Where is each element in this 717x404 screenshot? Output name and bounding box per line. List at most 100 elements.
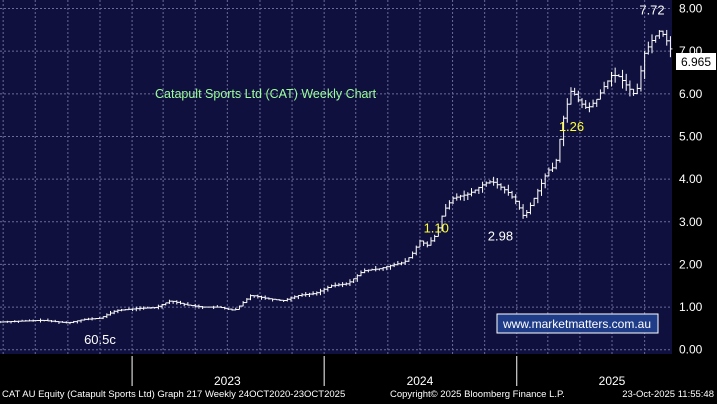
price-bar <box>5 320 10 323</box>
price-bar <box>546 167 551 177</box>
price-bar <box>631 88 636 96</box>
plot-area <box>0 0 672 354</box>
price-bar <box>160 303 165 309</box>
price-bar <box>71 320 76 324</box>
price-bar <box>126 307 131 311</box>
price-bar <box>373 266 378 272</box>
price-bar <box>211 305 216 310</box>
price-bar <box>602 81 607 94</box>
price-bar <box>587 102 592 113</box>
price-annotation: 60.5c <box>84 332 116 347</box>
footer-security-info: CAT AU Equity (Catapult Sports Ltd) Grap… <box>2 389 346 400</box>
price-bar <box>502 186 507 194</box>
price-bar <box>108 310 113 316</box>
y-tick-label: 5.00 <box>679 129 703 143</box>
price-bar <box>259 295 264 300</box>
price-bar <box>277 299 282 302</box>
y-tick-label: 8.00 <box>679 2 703 16</box>
price-bar <box>664 29 669 46</box>
price-bar <box>351 278 356 283</box>
price-bar <box>79 319 84 323</box>
price-bar <box>572 87 577 96</box>
price-bar <box>399 261 404 266</box>
price-bar <box>171 300 176 304</box>
year-separators <box>131 356 518 386</box>
price-bar <box>414 245 419 256</box>
price-bar <box>355 274 360 282</box>
watermark[interactable]: www.marketmatters.com.au <box>496 313 659 334</box>
price-bar <box>436 226 441 237</box>
price-bar <box>594 98 599 107</box>
price-bar <box>510 190 515 199</box>
price-bar <box>174 300 179 305</box>
price-bar <box>432 234 437 242</box>
price-bar <box>381 267 386 271</box>
last-price-label: 6.965 <box>681 55 711 69</box>
price-bar <box>244 298 249 304</box>
price-bar <box>270 298 275 302</box>
price-bar <box>661 30 666 37</box>
price-bar <box>53 319 58 323</box>
price-bar <box>42 319 47 322</box>
price-bar <box>226 307 231 310</box>
price-bar <box>340 282 345 288</box>
price-bar <box>410 251 415 259</box>
price-bar <box>196 304 201 309</box>
y-tick-label: 6.00 <box>679 87 703 101</box>
price-bar <box>627 80 632 97</box>
weekly-price-chart: 0.001.002.003.004.005.006.007.008.00 202… <box>0 0 716 386</box>
price-bar <box>605 80 610 90</box>
price-bar <box>568 87 573 105</box>
price-bar <box>539 179 544 196</box>
x-tick-label: 2023 <box>214 374 241 386</box>
price-bar <box>266 297 271 300</box>
price-bar <box>498 183 503 191</box>
price-bar <box>528 202 533 215</box>
price-bar <box>149 307 154 309</box>
y-tick-label: 1.00 <box>679 300 703 314</box>
price-bar <box>9 321 14 324</box>
price-bar <box>440 215 445 232</box>
price-bar <box>49 320 54 323</box>
price-bar <box>263 295 268 300</box>
price-bar <box>34 320 39 322</box>
price-bar <box>336 282 341 287</box>
watermark-link[interactable]: www.marketmatters.com.au <box>502 317 651 331</box>
price-annotation: 1.10 <box>424 221 449 236</box>
price-bar <box>141 306 146 310</box>
price-bar <box>347 279 352 286</box>
price-bar <box>428 237 433 246</box>
price-bar <box>292 295 297 300</box>
price-bar <box>395 260 400 266</box>
price-bar <box>167 299 172 304</box>
price-bar <box>565 98 570 123</box>
price-bar <box>123 309 128 311</box>
price-bar <box>358 270 363 277</box>
price-bar <box>156 304 161 310</box>
price-bar <box>557 138 562 163</box>
price-bar <box>583 100 588 109</box>
price-bar <box>23 319 28 322</box>
price-bar <box>222 306 227 310</box>
price-bar <box>616 74 621 78</box>
price-bar <box>635 83 640 95</box>
price-bar <box>443 204 448 217</box>
y-axis: 0.001.002.003.004.005.006.007.008.00 <box>679 2 703 357</box>
price-bar <box>550 162 555 173</box>
price-bar <box>314 291 319 296</box>
price-bar <box>255 294 260 299</box>
price-bar <box>532 197 537 207</box>
price-bar <box>163 302 168 306</box>
price-bar <box>668 36 673 58</box>
y-tick-label: 4.00 <box>679 172 703 186</box>
footer-bar: CAT AU Equity (Catapult Sports Ltd) Grap… <box>0 386 717 404</box>
price-bar <box>64 321 69 324</box>
price-bar <box>388 264 393 270</box>
price-bar <box>624 73 629 91</box>
price-bar <box>406 257 411 262</box>
price-bar <box>12 320 17 323</box>
price-bar <box>82 318 87 321</box>
grid-lines <box>0 0 672 354</box>
price-bar <box>248 294 253 301</box>
price-bar <box>613 67 618 83</box>
